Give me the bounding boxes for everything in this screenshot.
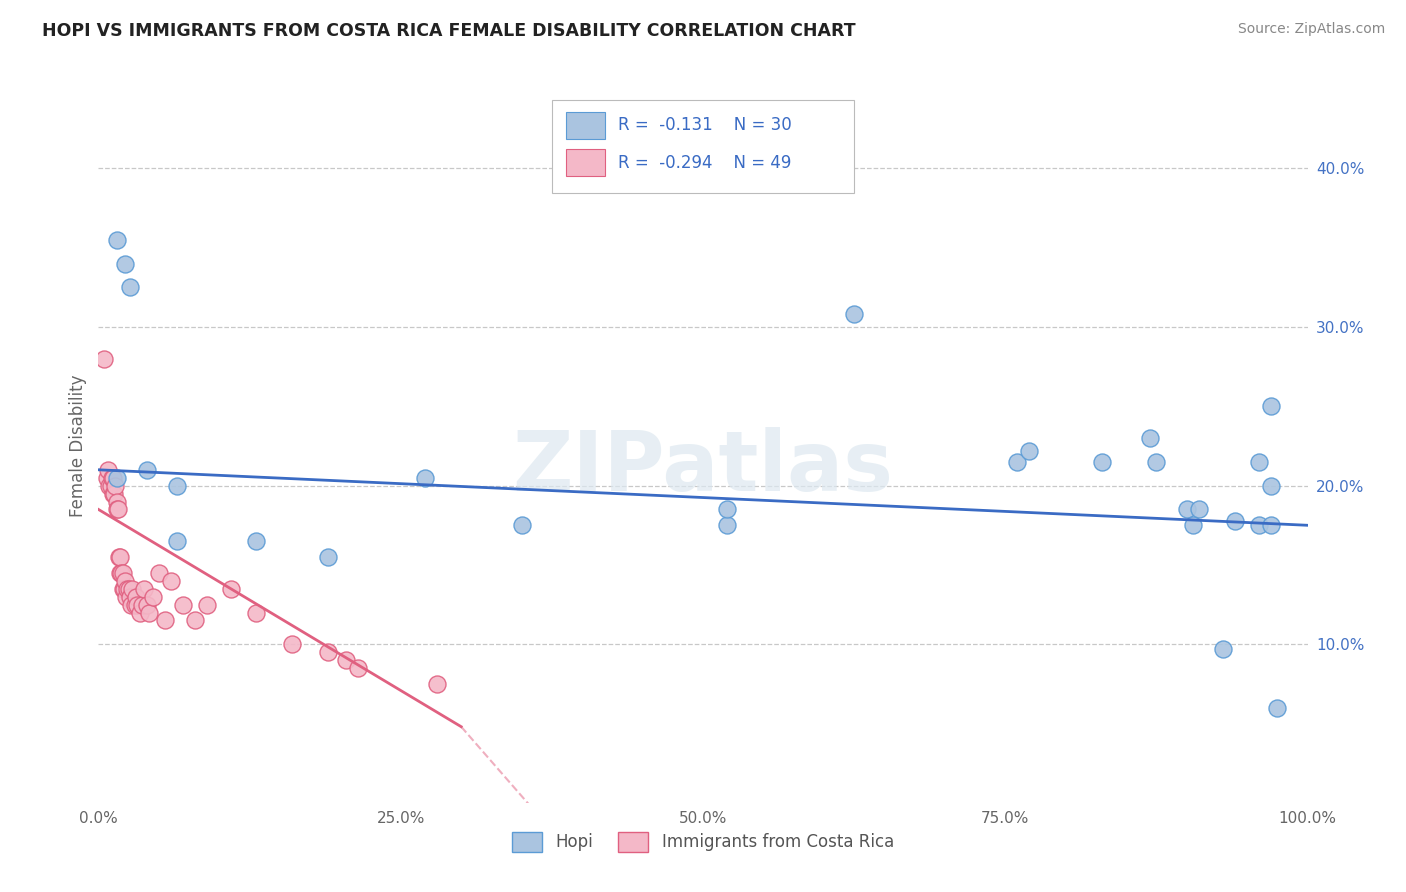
Point (1249, 455, 1271, 469)
Point (121, 582, 143, 596)
Point (118, 280, 141, 294)
Point (100, 478, 122, 492)
Text: HOPI VS IMMIGRANTS FROM COSTA RICA FEMALE DISABILITY CORRELATION CHART: HOPI VS IMMIGRANTS FROM COSTA RICA FEMAL… (42, 22, 856, 40)
Point (1007, 455, 1029, 469)
Point (1175, 502, 1198, 516)
Point (120, 598, 142, 612)
Point (1181, 518, 1204, 533)
Point (1188, 502, 1211, 516)
Point (110, 566, 132, 580)
Point (716, 502, 738, 516)
FancyBboxPatch shape (551, 100, 855, 193)
Point (1212, 642, 1234, 657)
Point (104, 478, 127, 492)
Text: R =  -0.131    N = 30: R = -0.131 N = 30 (619, 116, 792, 134)
Text: Source: ZipAtlas.com: Source: ZipAtlas.com (1237, 22, 1385, 37)
Point (131, 598, 153, 612)
Point (117, 582, 139, 596)
Point (101, 471, 124, 485)
Point (115, 590, 138, 604)
Point (98, 478, 121, 492)
Point (316, 549, 339, 564)
Y-axis label: Female Disability: Female Disability (69, 375, 87, 517)
Point (134, 582, 156, 596)
Point (245, 606, 267, 620)
Point (107, 502, 129, 516)
Point (160, 574, 183, 588)
Point (148, 566, 170, 580)
Point (1139, 431, 1161, 445)
Point (716, 518, 738, 533)
Point (195, 598, 218, 612)
Point (127, 598, 149, 612)
FancyBboxPatch shape (567, 112, 605, 139)
Point (100, 471, 122, 485)
Point (1018, 443, 1040, 458)
Point (118, 582, 141, 596)
Point (510, 518, 533, 533)
Point (426, 677, 449, 691)
Point (142, 590, 165, 604)
Point (112, 582, 135, 596)
Point (347, 661, 370, 675)
Text: R =  -0.294    N = 49: R = -0.294 N = 49 (619, 153, 792, 171)
Point (108, 549, 131, 564)
Point (114, 257, 136, 271)
Point (111, 582, 134, 596)
Point (125, 590, 148, 604)
Point (172, 598, 194, 612)
Point (166, 478, 188, 492)
Point (184, 614, 207, 628)
Point (1260, 518, 1282, 533)
Point (128, 606, 150, 620)
Point (1249, 518, 1271, 533)
Point (1091, 455, 1114, 469)
Point (108, 566, 131, 580)
Point (96, 471, 118, 485)
Point (245, 534, 267, 549)
Point (844, 307, 866, 321)
Point (118, 590, 141, 604)
Point (108, 549, 131, 564)
Legend: Hopi, Immigrants from Costa Rica: Hopi, Immigrants from Costa Rica (506, 825, 900, 859)
Point (1223, 514, 1246, 528)
Point (103, 486, 125, 500)
Point (153, 614, 176, 628)
Text: ZIPatlas: ZIPatlas (513, 427, 893, 508)
Point (101, 486, 124, 500)
Point (93, 351, 115, 366)
Point (135, 463, 157, 477)
Point (105, 233, 128, 247)
Point (335, 653, 357, 667)
Point (114, 574, 136, 588)
Point (1267, 700, 1289, 714)
Point (135, 598, 157, 612)
Point (97, 463, 120, 477)
Point (1260, 478, 1282, 492)
Point (111, 566, 134, 580)
Point (105, 502, 128, 516)
FancyBboxPatch shape (567, 149, 605, 177)
Point (166, 534, 188, 549)
Point (1146, 455, 1168, 469)
Point (105, 494, 128, 508)
Point (138, 606, 160, 620)
Point (124, 598, 146, 612)
Point (281, 637, 304, 651)
Point (105, 471, 128, 485)
Point (316, 645, 339, 659)
Point (1260, 400, 1282, 414)
Point (413, 471, 436, 485)
Point (221, 582, 243, 596)
